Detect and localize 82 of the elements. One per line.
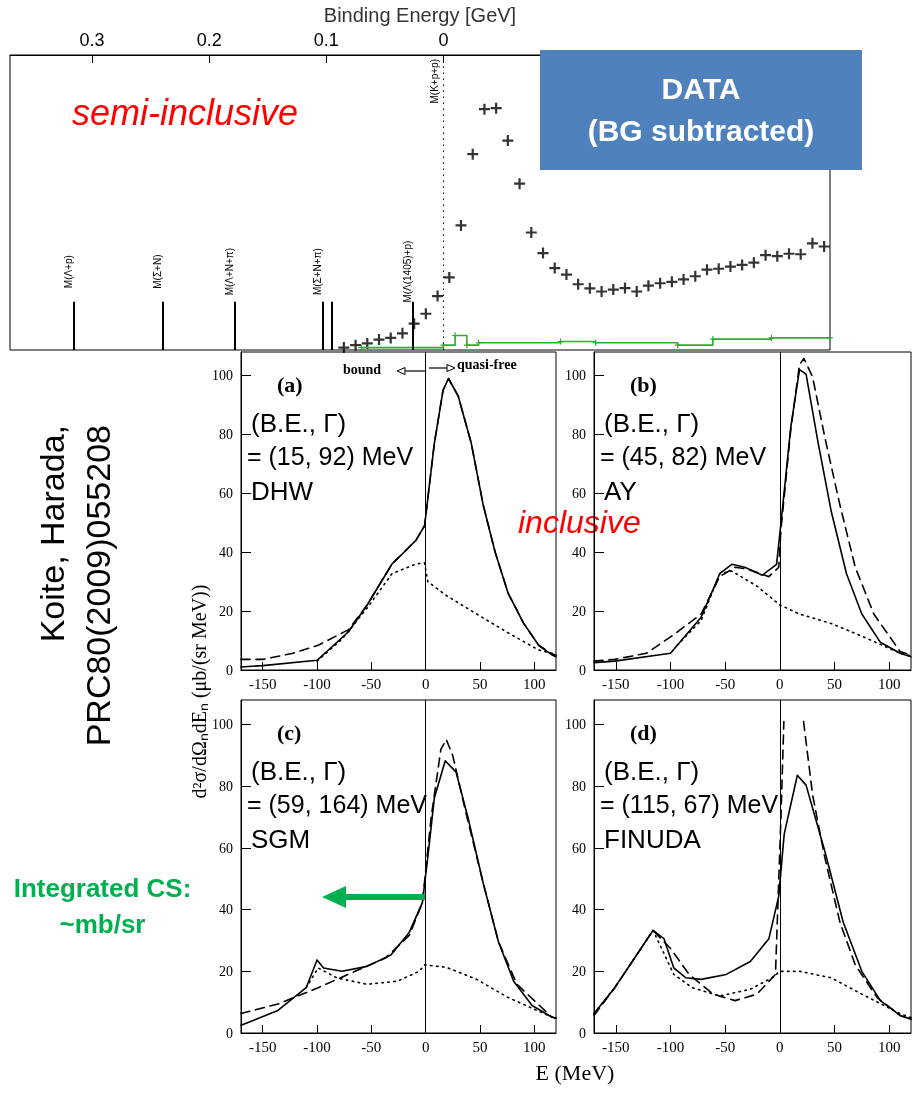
x-tick-label: -100 [656,1038,685,1055]
annotation: FINUDA [604,824,701,855]
y-tick-label: 100 [212,368,233,384]
x-tick-label: 0 [421,675,430,692]
x-tick-label: 50 [826,675,842,692]
annotation: SGM [251,824,311,855]
annotation: (a) [277,372,303,398]
y-tick-label: 20 [572,963,586,979]
annotation: bound [343,362,382,378]
annotation: = (15, 92) MeV [247,442,414,471]
annotation: DATA (BG subtracted) [540,50,862,170]
y-tick-label: 80 [572,778,586,794]
y-tick-label: 0 [226,662,233,678]
x-tick-label: 0 [776,675,784,692]
y-axis-title: d²σ/dΩₙdEₙ (μb/(sr MeV)) [186,583,212,801]
text: Koite, Harada, PRC80(2009)055208 [32,425,118,749]
y-tick-label: 0 [226,1025,233,1041]
x-tick-label: -100 [303,1038,331,1055]
annotation: (B.E., Γ) [251,756,347,787]
x-axis-title: Binding Energy [GeV] [323,4,517,26]
y-tick-label: 100 [565,368,586,384]
x-tick-label: -150 [602,675,630,692]
x-tick-label: 0.3 [79,30,105,50]
y-tick-label: 60 [572,840,586,856]
x-tick-label: -150 [248,1038,277,1055]
ref-line-label: M(Λ(1405)+p) [402,240,414,303]
annotation: quasi-free [457,357,517,373]
ref-line-label: M(K+p+p) [428,59,440,104]
y-tick-label: 0 [579,1025,586,1041]
y-tick-label: 40 [219,902,233,918]
ref-line-label: M(Σ+N+π) [312,248,324,296]
x-tick-label: 50 [472,675,488,692]
y-tick-label: 20 [219,603,233,619]
x-tick-label: 0.1 [313,30,339,50]
x-tick-label: 100 [523,1038,546,1055]
annotation: = (45, 82) MeV [600,442,767,471]
y-tick-label: 100 [212,717,233,733]
ref-line-label: M(Σ+N) [151,254,163,289]
ref-line-label: M(Λ+p) [62,255,74,289]
y-tick-label: 0 [579,662,586,678]
x-tick-label: -100 [303,675,331,692]
x-tick-label: -50 [715,1038,736,1055]
x-axis-title: E (MeV) [534,1060,616,1086]
annotation: (b) [630,372,657,398]
y-tick-label: 60 [219,840,233,856]
annotation: DHW [251,476,314,507]
x-tick-label: 100 [523,675,546,692]
x-tick-label: -50 [715,675,736,692]
y-tick-label: 80 [572,426,586,442]
x-tick-label: -50 [361,675,382,692]
x-tick-label: 100 [877,675,901,692]
y-tick-label: 40 [572,544,586,560]
text: Integrated CS: ~mb/sr [12,872,193,941]
y-tick-label: 60 [219,485,233,501]
y-tick-label: 40 [219,544,233,560]
x-tick-label: 0 [438,30,449,50]
x-tick-label: -50 [361,1038,382,1055]
y-tick-label: 60 [572,485,586,501]
x-tick-label: 50 [826,1038,842,1055]
y-tick-label: 80 [219,778,233,794]
x-tick-label: 50 [472,1038,488,1055]
x-tick-label: -150 [248,675,277,692]
annotation: (B.E., Γ) [604,408,700,439]
annotation: semi-inclusive [72,92,299,134]
annotation: AY [604,476,637,507]
y-tick-label: 20 [219,963,233,979]
annotation: (B.E., Γ) [251,408,347,439]
x-tick-label: 0.2 [196,30,222,50]
x-tick-label: -100 [656,675,685,692]
annotation: (d) [630,720,657,746]
y-tick-label: 40 [572,902,586,918]
x-tick-label: 100 [877,1038,901,1055]
y-tick-label: 20 [572,603,586,619]
y-tick-label: 100 [565,717,586,733]
ref-line-label: M(Λ+N+π) [224,247,236,296]
annotation: = (115, 67) MeV [600,790,779,819]
y-tick-label: 80 [219,426,233,442]
x-tick-label: 0 [776,1038,784,1055]
x-tick-label: -150 [602,1038,630,1055]
x-tick-label: 0 [421,1038,430,1055]
annotation: (c) [277,720,302,746]
annotation: (B.E., Γ) [604,756,700,787]
